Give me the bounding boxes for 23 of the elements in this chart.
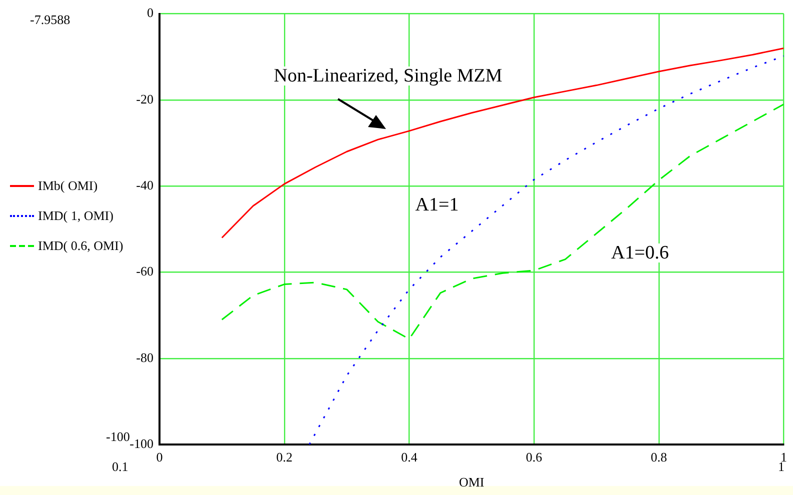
text: -7.9588 — [30, 12, 70, 28]
x-tick-label: 0.4 — [401, 450, 418, 465]
y-tick-label: -80 — [136, 350, 154, 365]
annotation: A1=0.6 — [611, 242, 669, 264]
x-tick-label: 0.2 — [276, 450, 292, 465]
legend-label: IMD( 1, OMI) — [38, 208, 114, 224]
y-tick-label: 0 — [147, 5, 154, 20]
x-tick-label: 0.8 — [650, 450, 668, 465]
y-tick-label: -20 — [136, 91, 154, 106]
text: -100 — [106, 429, 130, 445]
x-tick-label: 0 — [156, 450, 163, 465]
annotation: Non-Linearized, Single MZM — [274, 66, 502, 86]
y-tick-label: -100 — [130, 436, 154, 451]
y-tick-label: -40 — [136, 178, 154, 192]
text: 0.1 — [112, 459, 128, 475]
annotation: A1=1 — [415, 194, 459, 216]
legend-label: IMb( OMI) — [38, 178, 98, 194]
y-tick-label: -60 — [136, 264, 154, 279]
line-series — [221, 103, 784, 340]
x-tick-label: 1 — [780, 450, 787, 465]
x-tick-label: 0.6 — [526, 450, 543, 465]
legend-label: IMD( 0.6, OMI) — [38, 238, 124, 254]
x-axis-title: OMI — [458, 474, 484, 490]
